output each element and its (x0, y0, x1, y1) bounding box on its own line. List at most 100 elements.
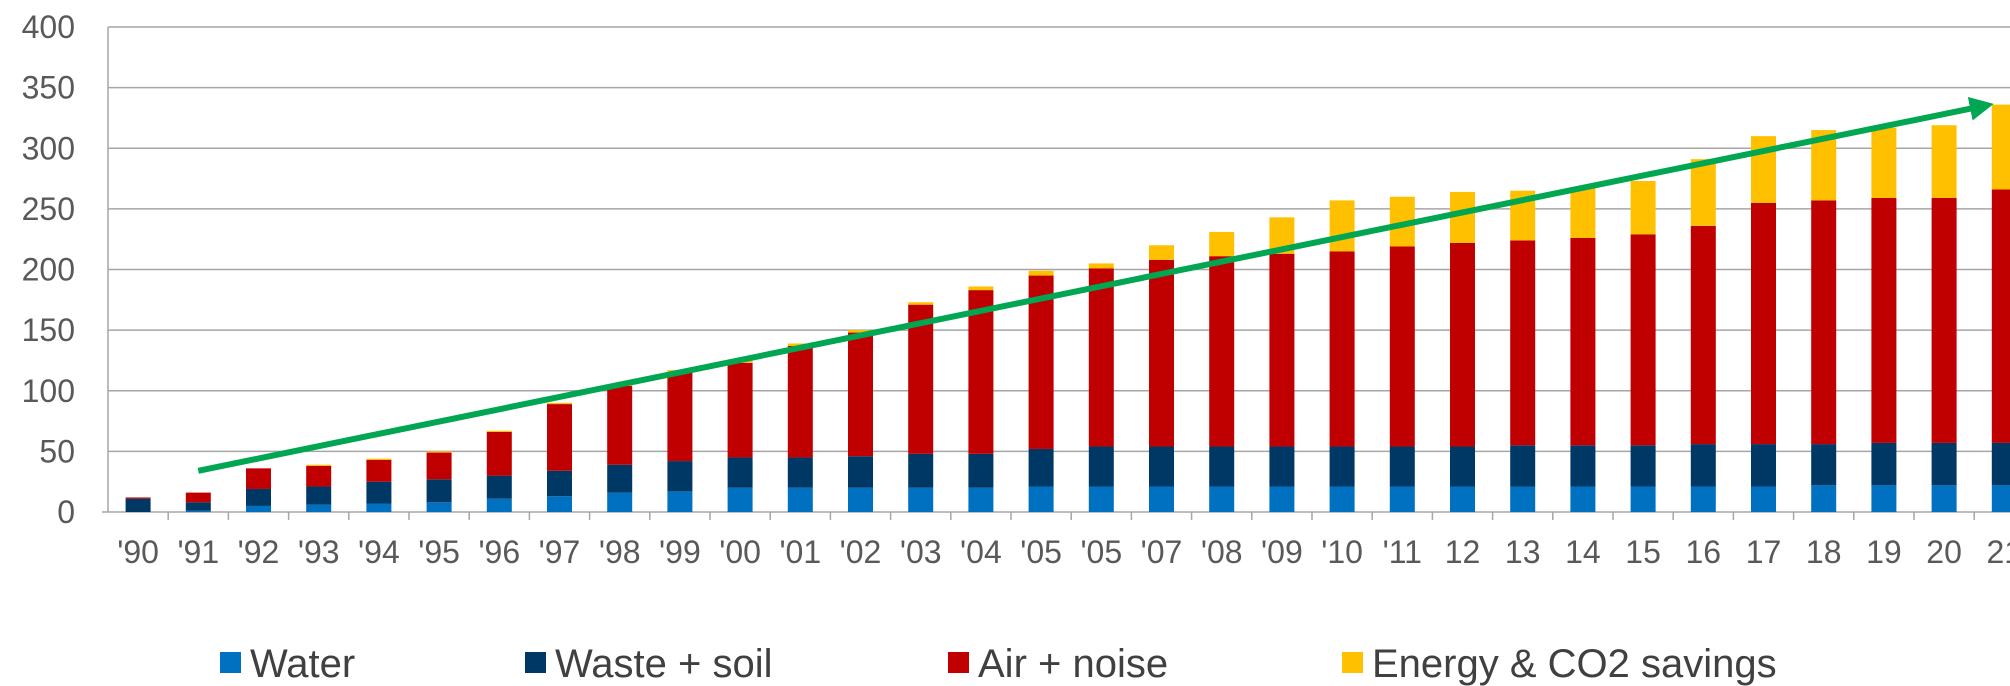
bar-segment (1751, 486, 1776, 512)
bar-segment (246, 468, 271, 489)
x-tick-label: '98 (599, 534, 641, 570)
bar-segment (366, 458, 392, 460)
bar-segment (1931, 442, 1957, 486)
y-tick-label: 250 (22, 191, 75, 227)
bar-segment (1811, 485, 1837, 512)
bar-segment (1329, 200, 1355, 252)
bar-segment (727, 457, 753, 488)
bar-segment (486, 430, 512, 432)
bar-segment (1149, 259, 1174, 447)
bar-segment (848, 332, 873, 457)
bar-segment (125, 497, 151, 499)
x-tick-label: '91 (177, 534, 219, 570)
bar-segment (1088, 446, 1114, 487)
y-tick-label: 300 (22, 130, 75, 166)
bar-segment (1991, 104, 2010, 190)
bar-segment (1570, 187, 1596, 238)
bar-segment (968, 453, 994, 488)
bar-segment (1028, 270, 1054, 276)
bar-segment (1450, 446, 1475, 487)
bar-segment (1690, 486, 1716, 512)
bar-segment (667, 461, 693, 492)
bar-segment (547, 404, 572, 471)
bar-segment (607, 492, 633, 512)
bar-segment (727, 487, 753, 512)
bar-segment (848, 487, 873, 512)
bar-segment (1389, 246, 1415, 447)
bar-segment (246, 505, 271, 512)
bar-segment (908, 304, 934, 454)
bar-segment (908, 453, 934, 488)
x-tick-label: 16 (1686, 534, 1722, 570)
bar-segment (1510, 240, 1536, 446)
bar-segment (1389, 446, 1415, 487)
bar-segment (1329, 486, 1355, 512)
bar-segment (1149, 245, 1174, 260)
bar-segment (547, 496, 572, 512)
bar-segment (1088, 263, 1114, 269)
x-tick-label: '00 (719, 534, 761, 570)
x-tick-label: 19 (1866, 534, 1902, 570)
x-tick-label: '02 (840, 534, 882, 570)
bar-segment (1931, 485, 1957, 512)
bar-segment (968, 290, 994, 454)
bar-segment (848, 330, 873, 333)
bar-segment (1811, 444, 1837, 486)
bar-segment (787, 457, 813, 488)
bar-segment (787, 487, 813, 512)
bar-segment (1630, 234, 1656, 446)
bar-segment (426, 452, 452, 480)
bar-segment (1690, 225, 1716, 445)
x-tick-label: '11 (1383, 534, 1422, 570)
bar-segment (787, 343, 813, 346)
x-tick-label: 12 (1445, 534, 1481, 570)
x-tick-label: '03 (900, 534, 942, 570)
bar-segment (1630, 180, 1656, 235)
bar-segment (1450, 242, 1475, 447)
bar-segment (1209, 231, 1235, 257)
x-tick-label: 21 (1987, 534, 2010, 570)
bar-segment (426, 451, 452, 453)
bar-segment (1088, 486, 1114, 512)
x-tick-label: '08 (1201, 534, 1243, 570)
bars (125, 104, 2010, 512)
bar-segment (1751, 202, 1776, 445)
bar-segment (547, 470, 572, 497)
x-tick-label: 13 (1505, 534, 1541, 570)
x-tick-label: '93 (298, 534, 340, 570)
bar-segment (185, 492, 211, 503)
bar-segment (908, 302, 934, 305)
bar-segment (1028, 486, 1054, 512)
legend-swatch (948, 652, 969, 673)
x-tick-label: '96 (478, 534, 520, 570)
x-tick-label: 18 (1806, 534, 1842, 570)
legend-label: Energy & CO2 savings (1372, 642, 1777, 686)
bar-segment (1389, 486, 1415, 512)
y-tick-label: 200 (22, 252, 75, 288)
bar-segment (1811, 200, 1837, 445)
bar-segment (1149, 446, 1174, 487)
bar-segment (1871, 127, 1897, 198)
x-tick-label: '95 (418, 534, 460, 570)
bar-segment (486, 475, 512, 499)
bar-segment (1149, 486, 1174, 512)
gridlines (102, 26, 2010, 513)
x-tick-label: '90 (117, 534, 159, 570)
bar-segment (547, 402, 572, 405)
bar-segment (968, 487, 994, 512)
bar-segment (1209, 446, 1235, 487)
bar-segment (426, 479, 452, 503)
x-tick-label: '04 (960, 534, 1002, 570)
bar-segment (1028, 275, 1054, 449)
bar-segment (1450, 486, 1475, 512)
x-tick-label: 15 (1625, 534, 1661, 570)
bar-segment (1209, 256, 1235, 447)
x-tick-label: '01 (779, 534, 821, 570)
legend: Water Waste + soil Air + noise Energy & CO2… (220, 642, 1777, 686)
bar-segment (607, 464, 633, 493)
bar-segment (366, 503, 392, 512)
bar-segment (1028, 448, 1054, 487)
bar-segment (1690, 444, 1716, 487)
x-tick-label: '05 (1080, 534, 1122, 570)
y-tick-label: 0 (57, 494, 75, 530)
